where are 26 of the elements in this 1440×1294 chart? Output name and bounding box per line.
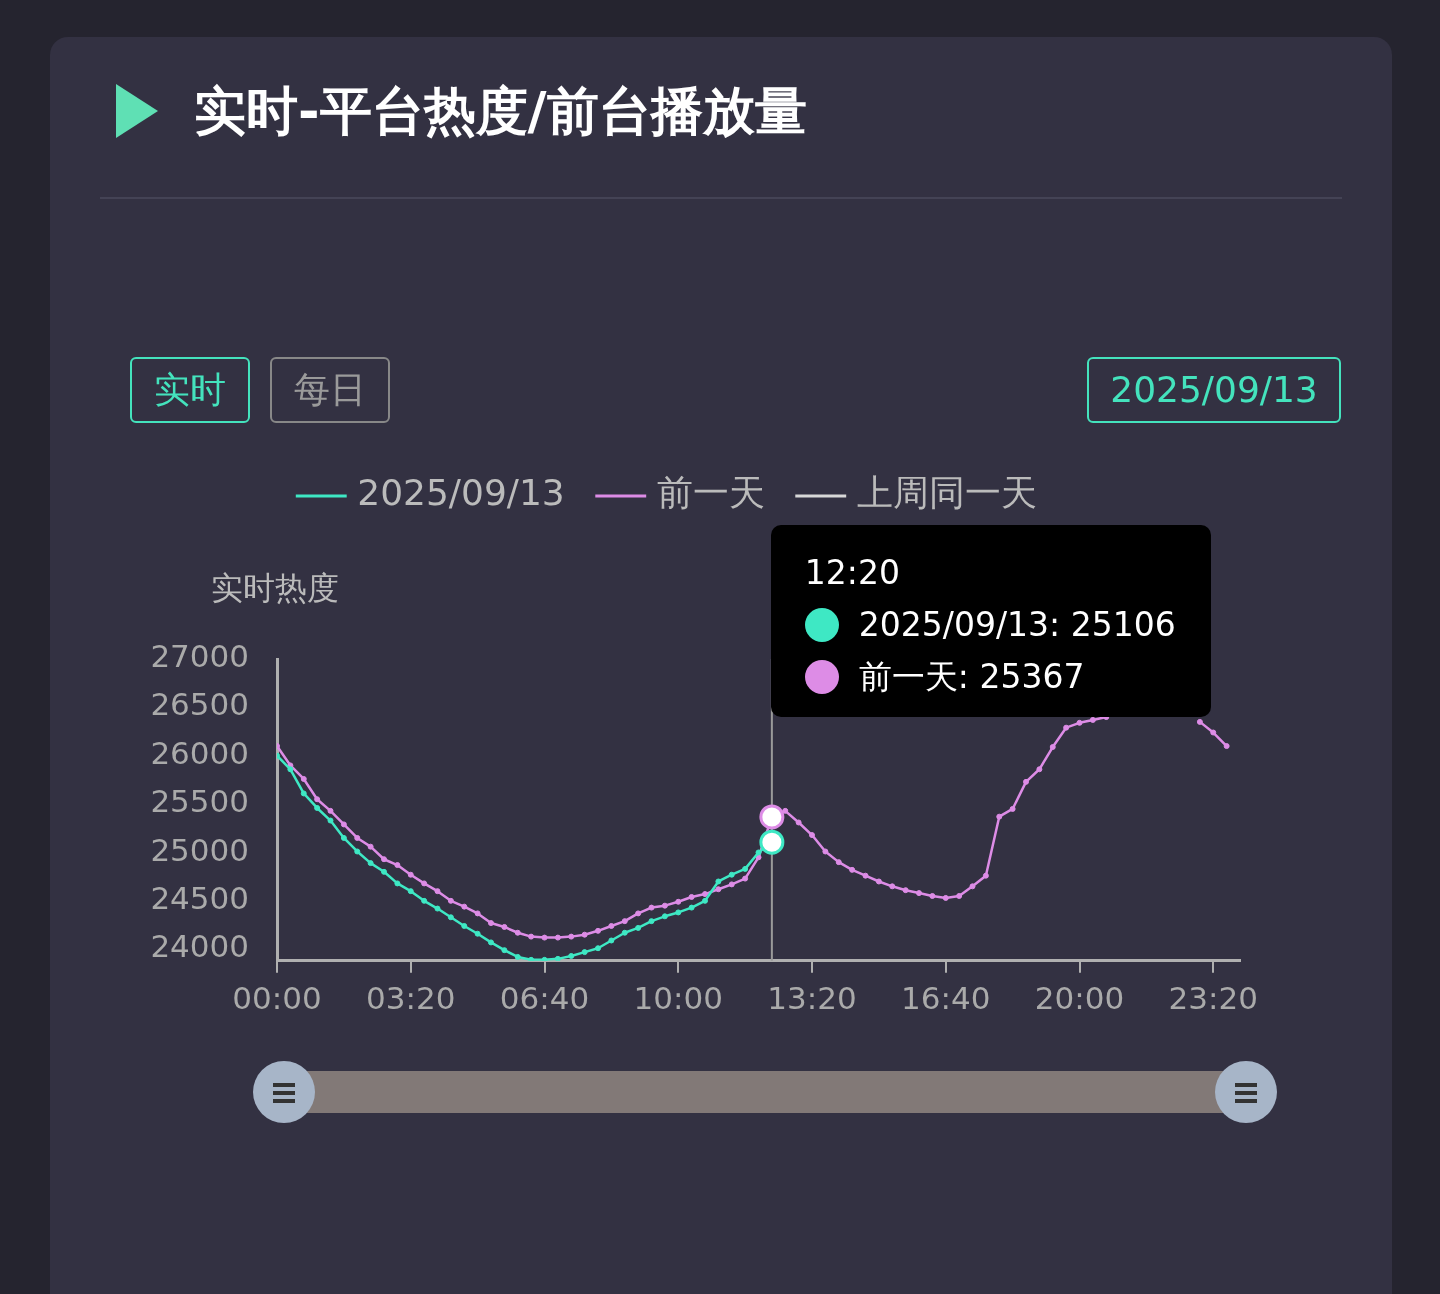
y-tick-label: 27000 bbox=[150, 638, 249, 675]
x-tick-label: 10:00 bbox=[633, 980, 723, 1017]
y-tick-label: 25500 bbox=[150, 783, 249, 820]
x-tick-label: 16:40 bbox=[901, 980, 991, 1017]
text: 实时 bbox=[130, 357, 250, 423]
y-tick-label: 25000 bbox=[150, 831, 249, 868]
x-tick-label: 03:20 bbox=[366, 980, 456, 1017]
text: 每日 bbox=[270, 357, 390, 423]
y-axis-title: 实时热度 bbox=[211, 569, 339, 608]
y-tick-label: 24500 bbox=[150, 879, 249, 916]
y-tick-label: 26500 bbox=[150, 686, 249, 723]
legend-label: 上周同一天 bbox=[856, 472, 1037, 514]
x-tick-label: 23:20 bbox=[1168, 980, 1258, 1017]
chart-title: 实时-平台热度/前台播放量 bbox=[194, 80, 807, 143]
x-tick-label: 06:40 bbox=[499, 980, 590, 1017]
x-tick-label: 13:20 bbox=[767, 980, 857, 1017]
x-tick-label: 20:00 bbox=[1034, 980, 1125, 1017]
x-tick-label: 00:00 bbox=[232, 980, 322, 1017]
y-tick-label: 26000 bbox=[150, 734, 249, 771]
text: 2025/09/13 bbox=[1087, 357, 1341, 423]
text: 2025/09/13: 25106 bbox=[858, 604, 1176, 646]
legend-label: 前一天 bbox=[656, 472, 765, 514]
y-tick-label: 24000 bbox=[150, 928, 249, 965]
legend-label: 2025/09/13 bbox=[357, 472, 565, 514]
annotation: 前一天: 25367 bbox=[858, 656, 1085, 698]
text: 12:20 bbox=[804, 552, 901, 594]
